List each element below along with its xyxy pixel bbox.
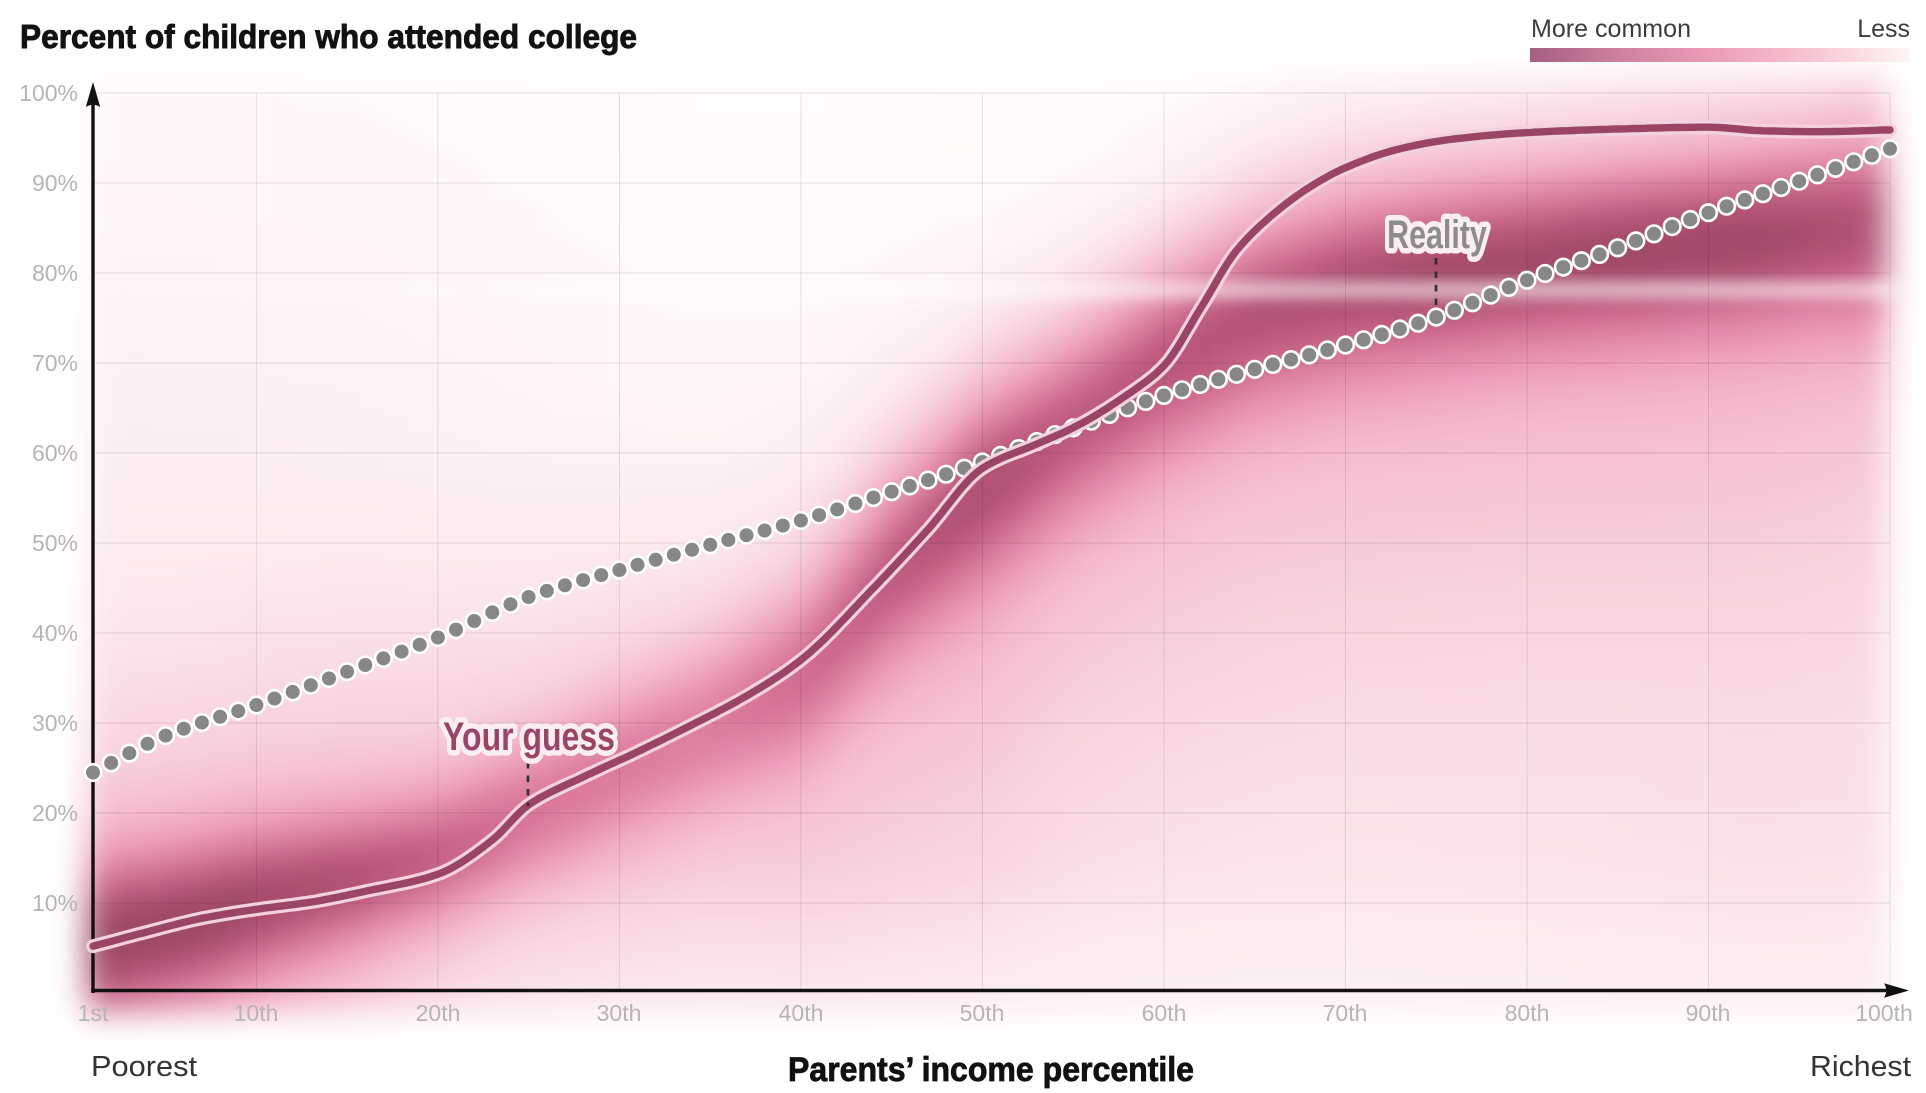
svg-text:Your guess: Your guess [443, 714, 615, 759]
svg-text:30%: 30% [32, 710, 78, 736]
svg-text:70%: 70% [32, 350, 78, 376]
svg-text:50%: 50% [32, 530, 78, 556]
svg-text:90%: 90% [32, 170, 78, 196]
svg-text:60th: 60th [1142, 1000, 1187, 1026]
svg-text:1st: 1st [78, 1000, 109, 1026]
svg-text:Percent of children who attend: Percent of children who attended college [20, 18, 637, 55]
svg-text:20%: 20% [32, 800, 78, 826]
svg-text:Parents’ income percentile: Parents’ income percentile [788, 1051, 1194, 1089]
svg-text:50th: 50th [960, 1000, 1005, 1026]
svg-text:80th: 80th [1505, 1000, 1550, 1026]
svg-text:Reality: Reality [1387, 212, 1487, 257]
svg-text:Richest: Richest [1810, 1051, 1911, 1083]
svg-text:40th: 40th [779, 1000, 824, 1026]
svg-text:30th: 30th [597, 1000, 642, 1026]
svg-text:100%: 100% [19, 80, 78, 106]
svg-text:80%: 80% [32, 260, 78, 286]
svg-text:70th: 70th [1323, 1000, 1368, 1026]
svg-text:100th: 100th [1855, 1000, 1913, 1026]
svg-text:10%: 10% [32, 890, 78, 916]
svg-text:More common: More common [1531, 15, 1691, 43]
svg-text:Poorest: Poorest [91, 1051, 197, 1083]
svg-text:90th: 90th [1686, 1000, 1731, 1026]
svg-text:60%: 60% [32, 440, 78, 466]
svg-text:Less: Less [1857, 15, 1910, 43]
svg-text:10th: 10th [234, 1000, 279, 1026]
svg-text:40%: 40% [32, 620, 78, 646]
svg-text:20th: 20th [416, 1000, 461, 1026]
